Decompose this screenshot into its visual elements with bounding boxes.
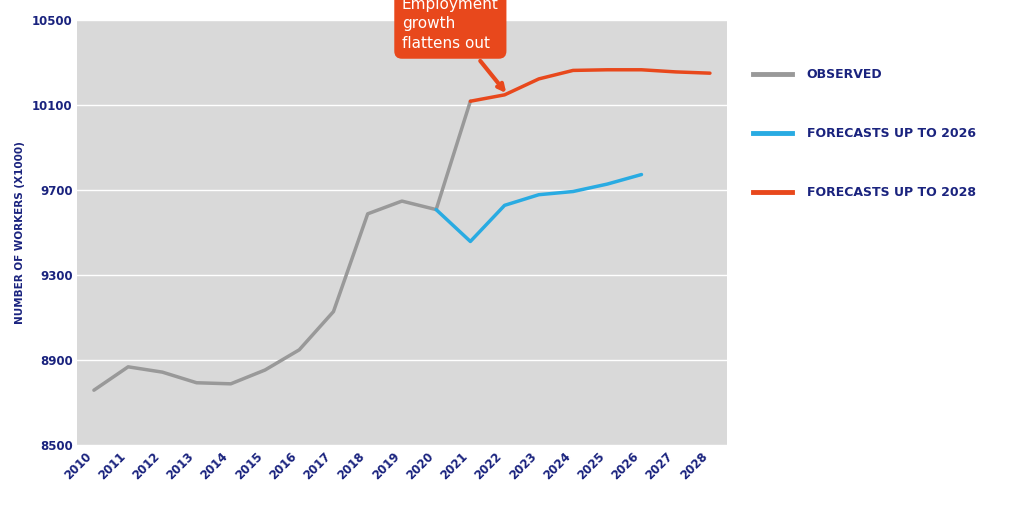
Text: FORECASTS UP TO 2026: FORECASTS UP TO 2026 [807, 126, 976, 140]
Text: Employment
growth
flattens out: Employment growth flattens out [402, 0, 504, 90]
Text: FORECASTS UP TO 2028: FORECASTS UP TO 2028 [807, 186, 976, 199]
Text: OBSERVED: OBSERVED [807, 68, 883, 80]
Y-axis label: NUMBER OF WORKERS (X1000): NUMBER OF WORKERS (X1000) [15, 141, 25, 325]
